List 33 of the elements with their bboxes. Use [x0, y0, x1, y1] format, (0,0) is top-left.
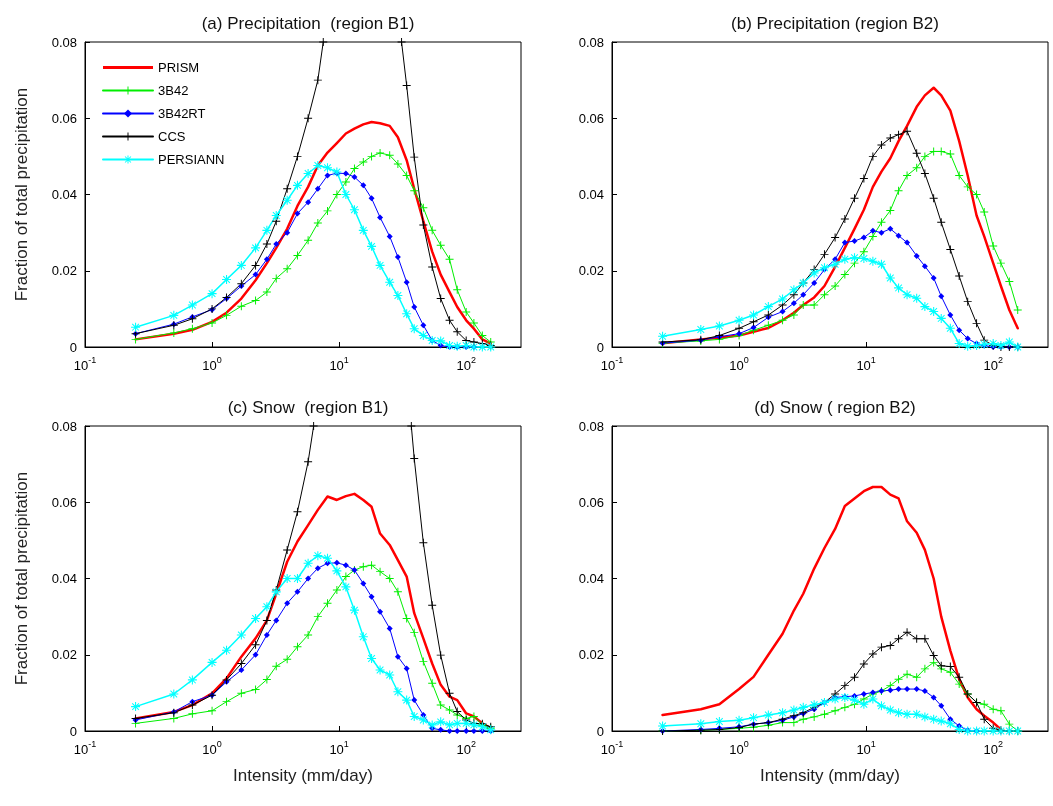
y-tick-label: 0.08: [51, 34, 77, 50]
y-tick-label: 0: [596, 339, 604, 355]
y-tick-label: 0.04: [578, 571, 604, 586]
chart-title: (b) Precipitation (region B2): [731, 14, 939, 33]
y-tick-label: 0.08: [578, 34, 604, 50]
y-tick-label: 0: [69, 723, 77, 739]
x-axis-title: Intensity (mm/day): [233, 766, 373, 785]
y-axis-title: Fraction of total precipitation: [12, 471, 31, 686]
y-axis-title: Fraction of total precipitation: [12, 87, 31, 302]
x-axis-title: Intensity (mm/day): [760, 766, 900, 785]
y-tick-label: 0: [69, 339, 77, 355]
legend-label: CCS: [158, 129, 186, 144]
legend-label: PERSIANN: [158, 152, 225, 167]
y-tick-label: 0.02: [578, 263, 604, 279]
y-tick-label: 0.02: [51, 647, 77, 663]
chart-title: (d) Snow ( region B2): [754, 398, 916, 417]
y-tick-label: 0.08: [578, 418, 604, 434]
y-tick-label: 0.04: [51, 187, 77, 202]
y-tick-label: 0: [596, 723, 604, 739]
legend-label: 3B42RT: [158, 106, 206, 121]
y-tick-label: 0.06: [578, 494, 604, 510]
chart-title: (c) Snow (region B1): [227, 398, 389, 417]
y-tick-label: 0.04: [578, 187, 604, 202]
y-tick-label: 0.06: [578, 110, 604, 126]
chart-title: (a) Precipitation (region B1): [201, 14, 415, 33]
y-tick-label: 0.02: [51, 263, 77, 279]
y-tick-label: 0.06: [51, 110, 77, 126]
legend-label: 3B42: [158, 83, 189, 98]
y-tick-label: 0.02: [578, 647, 604, 663]
y-tick-label: 0.08: [51, 418, 77, 434]
y-tick-label: 0.06: [51, 494, 77, 510]
y-tick-label: 0.04: [51, 571, 77, 586]
legend-label: PRISM: [158, 60, 200, 75]
